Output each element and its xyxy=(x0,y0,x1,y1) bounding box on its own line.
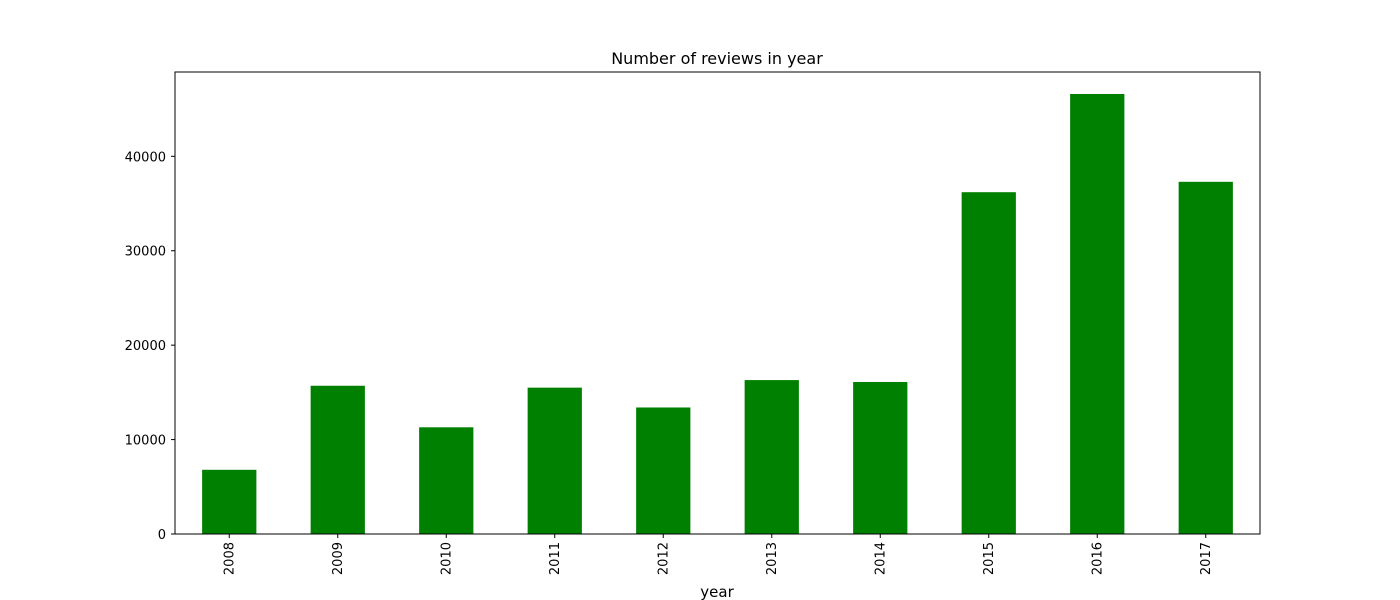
x-tick-label: 2016 xyxy=(1090,542,1105,575)
bar-2017 xyxy=(1178,181,1233,534)
bar-2010 xyxy=(419,427,474,534)
bar-2011 xyxy=(527,387,582,534)
x-axis: 2008 2009 2010 2011 2012 2013 2014 2015 2016 2017 xyxy=(222,534,1214,575)
chart-title: Number of reviews in year xyxy=(611,49,823,68)
x-tick-label: 2012 xyxy=(656,542,671,575)
y-tick-label: 20000 xyxy=(125,339,166,354)
x-tick-label: 2009 xyxy=(331,542,346,575)
bar-2014 xyxy=(853,381,908,534)
x-tick-label: 2011 xyxy=(548,542,563,575)
y-tick-label: 0 xyxy=(158,528,166,543)
y-tick-label: 30000 xyxy=(125,245,166,260)
y-axis: 0 10000 20000 30000 40000 xyxy=(125,150,175,543)
bars-layer xyxy=(202,94,1233,534)
x-tick-label: 2010 xyxy=(439,542,454,575)
plot-frame xyxy=(174,71,1261,535)
bar-2016 xyxy=(1070,94,1125,534)
bar-2015 xyxy=(961,192,1016,534)
y-tick-label: 10000 xyxy=(125,434,166,449)
x-axis-label: year xyxy=(700,583,734,600)
x-tick-label: 2013 xyxy=(765,542,780,575)
bar-2008 xyxy=(202,469,257,534)
y-tick-label: 40000 xyxy=(125,150,166,165)
x-tick-label: 2014 xyxy=(873,542,888,575)
bar-2009 xyxy=(310,385,365,534)
x-tick-label: 2008 xyxy=(222,542,237,575)
bar-2013 xyxy=(744,380,799,534)
x-tick-label: 2017 xyxy=(1199,542,1214,575)
x-tick-label: 2015 xyxy=(982,542,997,575)
bar-2012 xyxy=(636,407,691,534)
